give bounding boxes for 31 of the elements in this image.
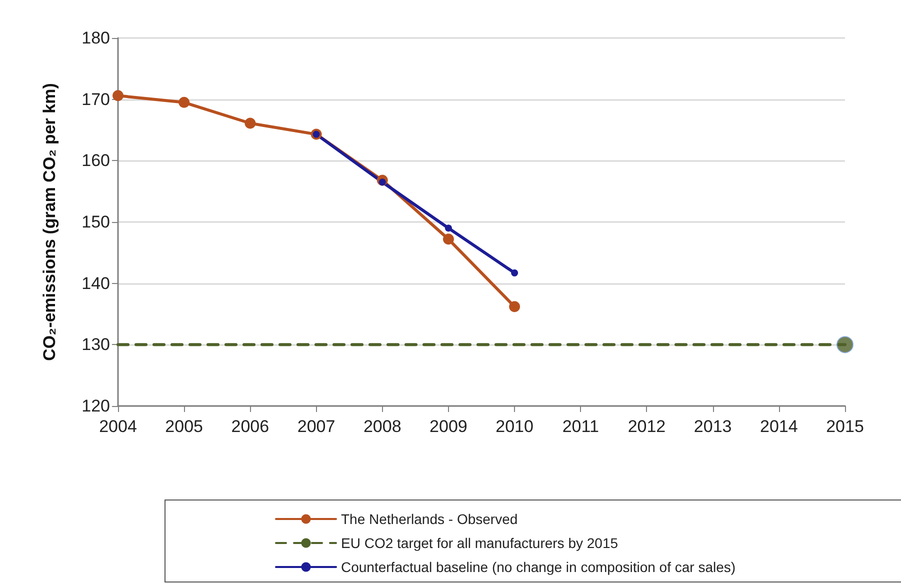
point <box>178 96 190 108</box>
x-tick-label: 2014 <box>760 417 798 436</box>
x-tick-label: 2015 <box>826 417 864 436</box>
x-tick-label: 2008 <box>363 417 402 436</box>
x-tick-label: 2012 <box>628 417 666 436</box>
x-tick-label: 2009 <box>430 417 468 436</box>
y-tick-label: 160 <box>82 151 110 170</box>
point <box>836 336 854 354</box>
x-tick-label: 2010 <box>496 417 534 436</box>
y-tick-label: 140 <box>82 274 110 293</box>
point <box>244 118 256 129</box>
point <box>511 269 518 276</box>
x-tick-label: 2007 <box>297 417 336 436</box>
legend-label: The Netherlands - Observed <box>341 511 518 527</box>
legend-label: EU CO2 target for all manufacturers by 2015 <box>341 535 618 551</box>
point <box>509 301 520 312</box>
point <box>442 234 454 245</box>
x-tick-label: 2004 <box>99 417 137 436</box>
x-tick-label: 2005 <box>165 417 204 436</box>
y-tick-label: 170 <box>82 90 110 109</box>
point <box>444 224 452 232</box>
y-tick-label: 180 <box>82 28 110 48</box>
x-tick-label: 2006 <box>231 417 270 436</box>
x-tick-label: 2013 <box>694 417 732 436</box>
y-tick-label: 130 <box>82 335 110 354</box>
point <box>112 90 124 102</box>
y-tick-label: 150 <box>82 212 110 232</box>
y-tick-label: 120 <box>82 396 110 416</box>
legend-label: Counterfactual baseline (no change in composition of car sales) <box>341 559 736 575</box>
y-axis-title: CO₂-emissions (gram CO₂ per km) <box>40 83 59 361</box>
x-tick-label: 2011 <box>562 417 599 436</box>
